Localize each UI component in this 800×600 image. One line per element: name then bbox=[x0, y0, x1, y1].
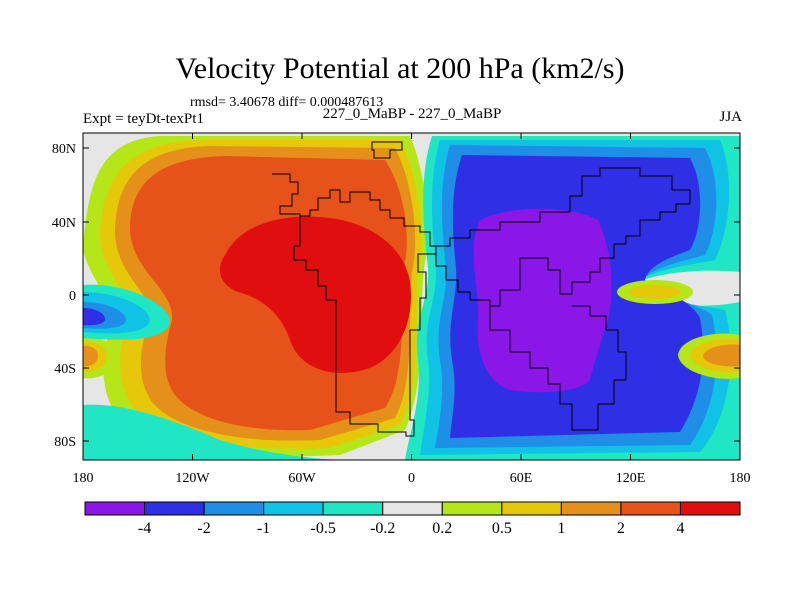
x-ticks bbox=[82, 133, 741, 460]
comparison-subtitle: 227_0_MaBP - 227_0_MaBP bbox=[322, 106, 502, 122]
colorbar-label: -0.5 bbox=[311, 520, 336, 537]
south-negative-0.2 bbox=[83, 404, 340, 460]
colorbar-box bbox=[679, 501, 741, 516]
colorbar-box bbox=[84, 501, 146, 516]
colorbar-label: 4 bbox=[676, 520, 684, 537]
x-tick-label: 180 bbox=[730, 471, 751, 486]
y-tick-label: 40S bbox=[54, 362, 76, 377]
continent-outline-africa-west bbox=[435, 246, 491, 306]
colorbar-box bbox=[620, 501, 681, 516]
colorbar-box bbox=[322, 501, 384, 516]
continent-outline-north bbox=[371, 141, 403, 159]
continent-outline-west bbox=[272, 173, 437, 437]
colorbar-box bbox=[263, 501, 324, 516]
colorbar-labels: -4 -2 -1 -0.5 -0.2 0.2 0.5 1 2 4 bbox=[138, 520, 685, 537]
negative-region-4 bbox=[473, 208, 612, 393]
colorbar-box bbox=[560, 501, 622, 516]
rmsd-diff-stats: rmsd= 3.40678 diff= 0.000487613 bbox=[190, 95, 384, 110]
west-negative-2 bbox=[83, 308, 105, 326]
colorbar-label: -2 bbox=[197, 520, 210, 537]
x-tick-label: 60E bbox=[510, 471, 533, 486]
y-ticks bbox=[83, 147, 740, 442]
y-tick-label: 80N bbox=[52, 142, 76, 157]
x-tick-labels: 180 120W 60W 0 60E 120E 180 bbox=[73, 471, 751, 486]
sp-positive-left-1 bbox=[83, 345, 99, 367]
continent-outline-east bbox=[436, 167, 691, 431]
season-label: JJA bbox=[719, 109, 742, 125]
colorbar-label: -4 bbox=[138, 520, 151, 537]
y-tick-labels: 80N 40N 0 40S 80S bbox=[52, 142, 76, 450]
colorbar-label: -1 bbox=[257, 520, 270, 537]
sp-positive-1 bbox=[703, 344, 740, 367]
colorbar-label: -0.2 bbox=[370, 520, 395, 537]
colorbar-box bbox=[501, 501, 562, 516]
colorbar-box bbox=[382, 501, 443, 516]
x-tick-label: 60W bbox=[288, 471, 316, 486]
colorbar-box bbox=[203, 501, 265, 516]
colorbar-box bbox=[441, 501, 503, 516]
x-tick-label: 180 bbox=[73, 471, 94, 486]
colorbar bbox=[84, 501, 741, 516]
y-tick-label: 80S bbox=[54, 435, 76, 450]
positive-region-4 bbox=[219, 216, 411, 373]
colorbar-label: 0.2 bbox=[432, 520, 452, 537]
x-tick-label: 0 bbox=[408, 471, 415, 486]
colorbar-label: 1 bbox=[557, 520, 565, 537]
colorbar-label: 0.5 bbox=[492, 520, 512, 537]
colorbar-box bbox=[144, 501, 205, 516]
experiment-label: Expt = teyDt-texPt1 bbox=[83, 111, 204, 127]
y-tick-label: 0 bbox=[69, 289, 76, 304]
contour-fields bbox=[83, 133, 740, 460]
colorbar-label: 2 bbox=[617, 520, 625, 537]
eq-positive-lens-0.5 bbox=[629, 285, 681, 299]
x-tick-label: 120E bbox=[616, 471, 646, 486]
figure-title: Velocity Potential at 200 hPa (km2/s) bbox=[175, 52, 625, 85]
x-tick-label: 120W bbox=[175, 471, 210, 486]
y-tick-label: 40N bbox=[52, 216, 76, 231]
